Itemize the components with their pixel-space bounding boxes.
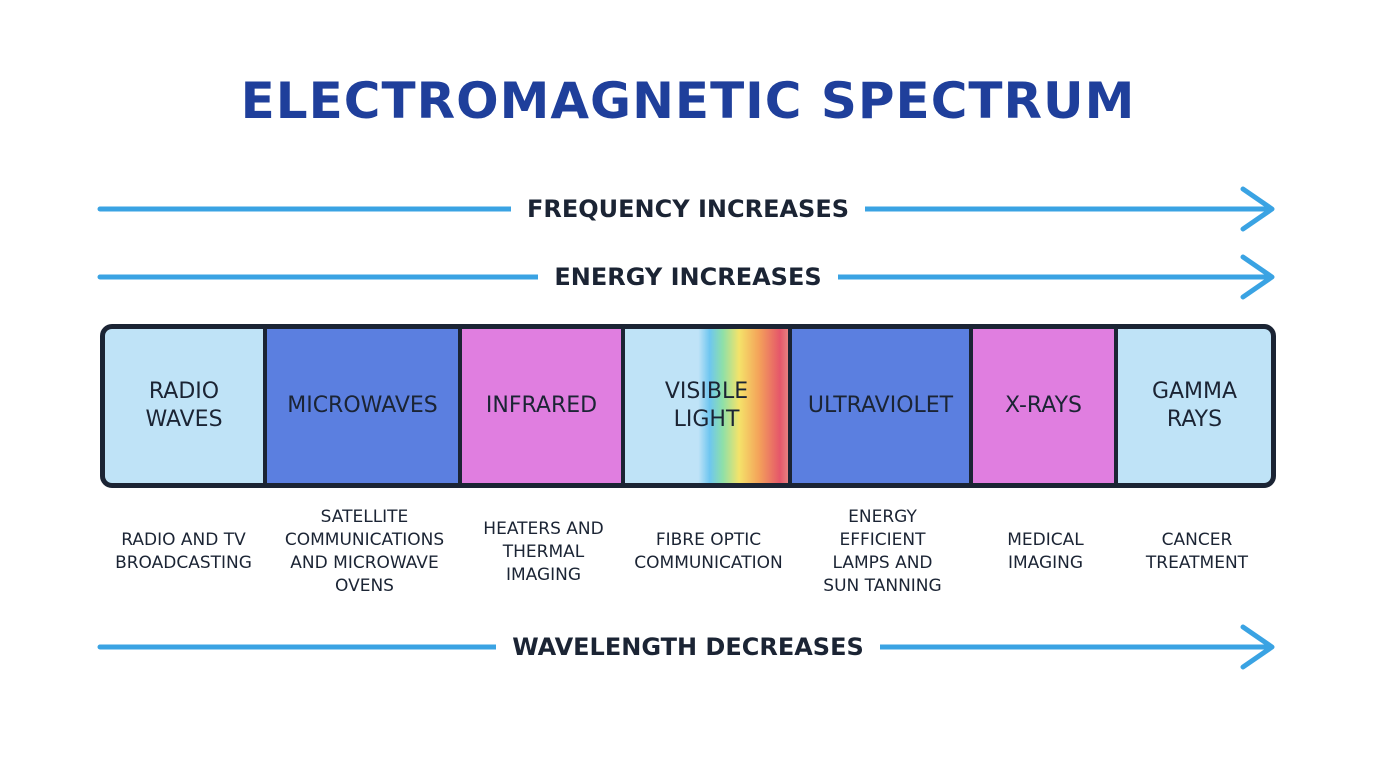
use-line: AND MICROWAVE — [290, 553, 439, 573]
band: RADIO WAVES — [105, 329, 267, 483]
band-use: MEDICAL IMAGING — [1007, 529, 1083, 575]
use-line: COMMUNICATIONS — [284, 530, 445, 550]
band-use: ENERGY EFFICIENT LAMPS AND SUN TANNING — [823, 506, 941, 598]
band-name: LIGHT — [673, 407, 740, 432]
band: MICROWAVES — [267, 329, 462, 483]
arrow-label: WAVELENGTH DECREASES — [0, 632, 1376, 662]
use-line: SUN TANNING — [823, 576, 942, 596]
spectrum-bar: RADIO WAVES MICROWAVES INFRARED VISIBLE LIGHT… — [100, 324, 1276, 488]
band-use: FIBRE OPTIC COMMUNICATION — [634, 529, 782, 575]
arrow-text: ENERGY INCREASES — [538, 263, 838, 291]
use-line: CANCER — [1161, 530, 1233, 550]
arrow-head — [1240, 186, 1275, 232]
use-line: MEDICAL — [1007, 530, 1084, 550]
use-line: OVENS — [335, 576, 394, 596]
band-name: RADIO — [148, 379, 220, 404]
arrow-label: FREQUENCY INCREASES — [0, 194, 1376, 224]
use-line: IMAGING — [1007, 553, 1084, 573]
band: GAMMA RAYS — [1118, 329, 1271, 483]
use-line: RADIO AND TV — [121, 530, 246, 550]
use-line: TREATMENT — [1145, 553, 1249, 573]
use-line: EFFICIENT — [839, 530, 926, 550]
arrow-text: WAVELENGTH DECREASES — [496, 633, 880, 661]
title: ELECTROMAGNETIC SPECTRUM — [240, 72, 1136, 130]
use-line: SATELLITE — [320, 507, 409, 527]
band-use: CANCER TREATMENT — [1146, 529, 1248, 575]
band: X-RAYS — [973, 329, 1118, 483]
band-name: RAYS — [1166, 407, 1223, 432]
use-line: HEATERS AND — [483, 518, 604, 539]
band-name: MICROWAVES — [287, 393, 438, 418]
arrow-label: ENERGY INCREASES — [0, 262, 1376, 292]
use-line: IMAGING — [505, 564, 582, 585]
band-use: RADIO AND TV BROADCASTING — [115, 529, 252, 575]
band-name: X-RAYS — [1004, 393, 1083, 418]
use-line: THERMAL — [502, 541, 585, 562]
use-line: COMMUNICATION — [634, 553, 783, 573]
band-name: INFRARED — [485, 393, 598, 418]
use-line: ENERGY — [848, 507, 917, 527]
arrow-head — [1240, 254, 1275, 300]
band: VISIBLE LIGHT — [625, 329, 792, 483]
use-line: FIBRE OPTIC — [655, 530, 762, 550]
arrow-text: FREQUENCY INCREASES — [510, 195, 866, 223]
band-name: VISIBLE — [664, 379, 749, 404]
use-line: LAMPS AND — [832, 553, 933, 573]
band: ULTRAVIOLET — [792, 329, 973, 483]
use-line: BROADCASTING — [115, 553, 252, 573]
band: INFRARED — [462, 329, 625, 483]
arrow-head — [1240, 624, 1275, 670]
band-name: ULTRAVIOLET — [807, 393, 954, 418]
band-use: SATELLITE COMMUNICATIONS AND MICROWAVE OVEN… — [285, 506, 444, 598]
band-use: HEATERS AND THERMAL IMAGING — [483, 518, 603, 587]
band-name: GAMMA — [1151, 379, 1238, 404]
band-name: WAVES — [145, 407, 223, 432]
